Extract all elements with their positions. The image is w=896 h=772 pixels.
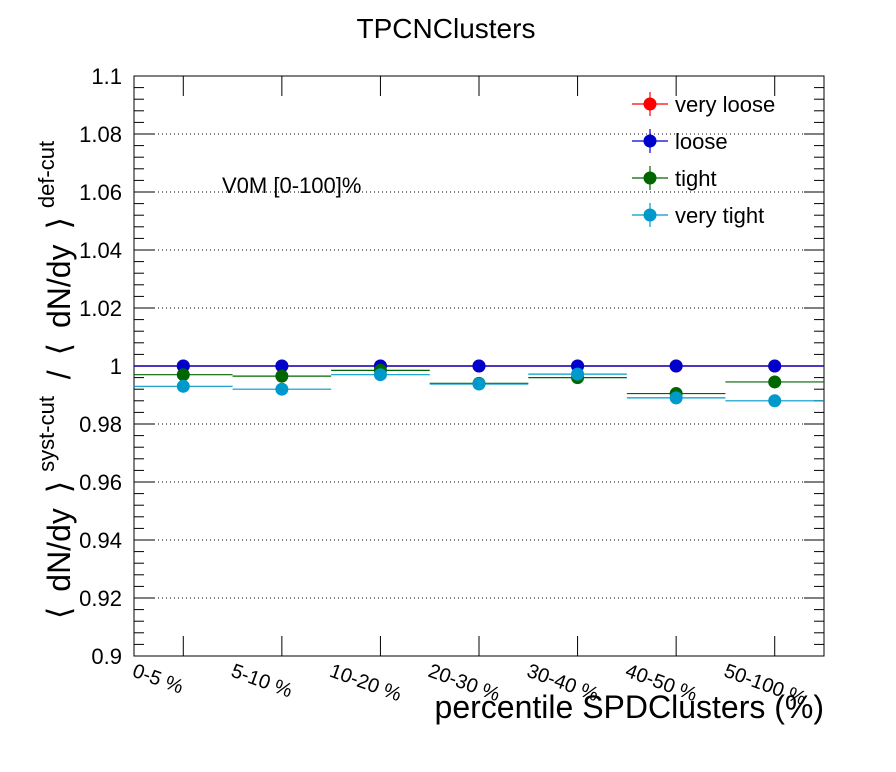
y-tick-label: 1.02 — [79, 296, 122, 321]
legend-label: loose — [675, 129, 728, 154]
data-point — [275, 369, 289, 383]
y-tick-label: 1 — [110, 354, 122, 379]
data-point — [472, 377, 486, 391]
series-loose — [134, 359, 824, 373]
data-point — [669, 391, 683, 405]
y-label-left-bracket-2: ⟨ — [41, 343, 77, 355]
data-point — [176, 368, 190, 382]
data-point — [275, 382, 289, 396]
series-very-tight — [134, 367, 824, 408]
annotation-text: V0M [0-100]% — [222, 173, 361, 198]
y-tick-label: 0.92 — [79, 586, 122, 611]
legend-marker — [643, 97, 657, 111]
data-point — [275, 359, 289, 373]
legend-label: very tight — [675, 203, 764, 228]
y-tick-label: 1.04 — [79, 238, 122, 263]
y-label-right-bracket-1: ⟩ — [41, 481, 77, 493]
y-tick-label: 1.1 — [91, 64, 122, 89]
legend-marker — [643, 208, 657, 222]
data-point — [669, 359, 683, 373]
y-tick-label: 0.9 — [91, 644, 122, 669]
x-tick-label: 5-10 % — [228, 660, 295, 702]
data-point — [768, 375, 782, 389]
y-label-superscript-2: def-cut — [34, 141, 59, 208]
y-tick-label: 0.94 — [79, 528, 122, 553]
legend-label: tight — [675, 166, 717, 191]
legend-marker — [643, 171, 657, 185]
data-point — [176, 379, 190, 393]
y-label-divider: / — [41, 370, 77, 379]
x-tick-label: 0-5 % — [130, 660, 187, 699]
y-label-superscript-1: syst-cut — [34, 396, 59, 472]
data-point — [373, 368, 387, 382]
y-label-dndy-1: dN/dy — [41, 508, 77, 592]
y-tick-label: 0.98 — [79, 412, 122, 437]
legend: very loose loose tight very tight — [632, 92, 775, 228]
legend-marker — [643, 134, 657, 148]
x-axis-label: percentile SPDClusters (%) — [435, 689, 824, 725]
y-tick-label: 1.06 — [79, 180, 122, 205]
y-label-right-bracket-2: ⟩ — [41, 217, 77, 229]
y-tick-label: 0.96 — [79, 470, 122, 495]
y-axis-label: ⟨ dN/dy ⟩ syst-cut / ⟨ dN/dy ⟩ def-cut — [25, 141, 77, 619]
series-layer — [134, 359, 824, 408]
y-label-dndy-2: dN/dy — [41, 244, 77, 328]
svg-text:⟨ dN/dy ⟩ sy: ⟨ dN/dy ⟩ syst-cut / ⟨ dN/dy ⟩ def-cut — [25, 141, 77, 619]
x-tick-label: 10-20 % — [327, 660, 405, 706]
legend-label: very loose — [675, 92, 775, 117]
y-tick-label: 1.08 — [79, 122, 122, 147]
y-label-left-bracket: ⟨ — [41, 607, 77, 619]
y-axis: 0.9 0.92 0.94 0.96 0.98 1 1.02 1.04 1.06 1.08 1.1 — [79, 64, 824, 669]
data-point — [472, 359, 486, 373]
data-point — [768, 394, 782, 408]
data-point — [571, 367, 585, 381]
chart-title: TPCNClusters — [357, 13, 536, 44]
data-point — [768, 359, 782, 373]
